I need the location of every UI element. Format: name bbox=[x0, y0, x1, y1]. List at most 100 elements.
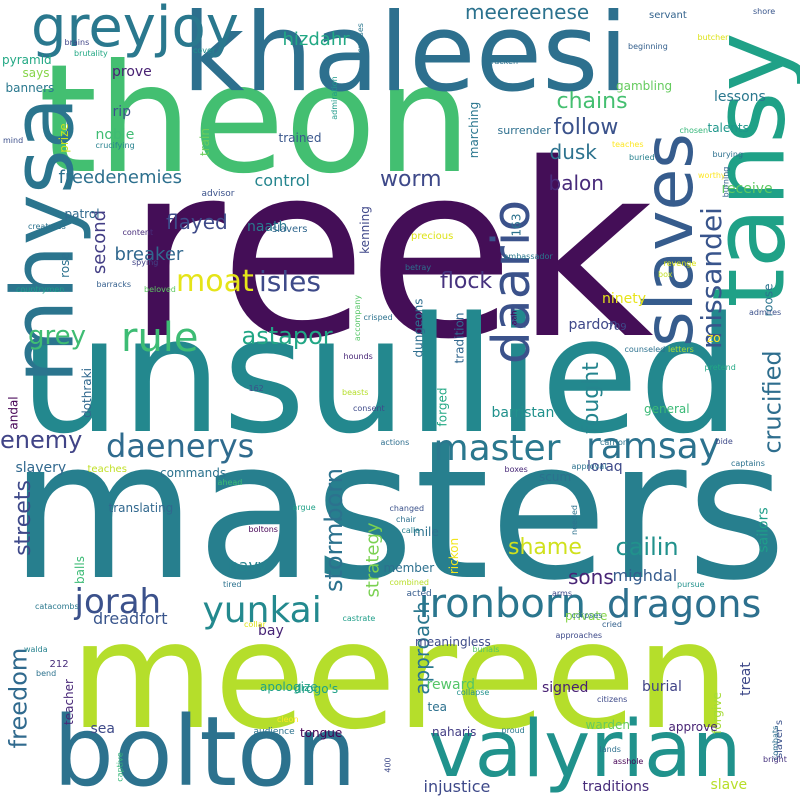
word: accompany bbox=[353, 294, 363, 342]
word: catacombs bbox=[35, 602, 79, 611]
word: balon bbox=[548, 171, 604, 195]
word: streets bbox=[10, 480, 36, 556]
word: rip bbox=[112, 104, 132, 120]
word: rule bbox=[121, 315, 199, 361]
word: burial bbox=[642, 679, 682, 695]
word: approve bbox=[668, 720, 718, 734]
word: dusk bbox=[549, 140, 597, 164]
word: chosen bbox=[679, 126, 709, 135]
word: 709 bbox=[607, 322, 627, 333]
word: barristan bbox=[491, 405, 555, 421]
word: barracks bbox=[96, 280, 132, 289]
word: talents bbox=[707, 121, 749, 135]
word: isles bbox=[259, 265, 321, 298]
word: cleon bbox=[277, 715, 299, 724]
word: countrymen bbox=[16, 285, 65, 294]
word: proud bbox=[501, 726, 525, 735]
word: dreadfort bbox=[93, 609, 168, 628]
word: flock bbox=[440, 269, 493, 294]
word: letters bbox=[668, 345, 694, 354]
word: teacher bbox=[61, 679, 76, 725]
word: sons bbox=[568, 565, 614, 589]
word: bracken bbox=[486, 57, 519, 66]
word: brains bbox=[64, 38, 90, 47]
word: betray bbox=[405, 263, 432, 272]
word: commands bbox=[160, 466, 227, 480]
word: unsullied bbox=[19, 282, 741, 469]
word: boxes bbox=[504, 465, 528, 474]
word: rickon bbox=[447, 537, 462, 575]
word: crucified bbox=[758, 350, 787, 454]
word: traditions bbox=[582, 779, 650, 795]
word: beginning bbox=[628, 42, 668, 51]
word: breaker bbox=[114, 244, 184, 265]
word: signed bbox=[542, 680, 589, 696]
word: brutality bbox=[74, 49, 108, 58]
word: admires bbox=[749, 308, 782, 317]
word: cailin bbox=[615, 533, 679, 561]
word: treat bbox=[737, 662, 754, 696]
word: calla bbox=[401, 526, 421, 535]
word: reek bbox=[126, 112, 654, 392]
word: captive bbox=[115, 752, 125, 782]
word: drogo's bbox=[294, 682, 339, 696]
word: kenning bbox=[357, 206, 372, 254]
word: mighdal bbox=[612, 566, 678, 585]
word: private bbox=[565, 609, 608, 623]
word: collar bbox=[244, 620, 266, 629]
word: asshole bbox=[613, 757, 644, 766]
word: acted bbox=[406, 588, 432, 599]
word: beloved bbox=[144, 285, 176, 294]
word: walda bbox=[24, 645, 48, 654]
word: daenerys bbox=[106, 427, 255, 465]
word: jorah bbox=[74, 582, 162, 622]
word: andal bbox=[6, 396, 21, 430]
word: tradition bbox=[451, 312, 466, 364]
word: revenge bbox=[663, 259, 697, 268]
word: creatures bbox=[28, 222, 66, 231]
word: master bbox=[433, 428, 561, 469]
word: mind bbox=[3, 136, 24, 145]
word: apologize bbox=[260, 680, 318, 694]
word: advisor bbox=[201, 188, 235, 199]
word: 400 bbox=[383, 757, 393, 773]
word: tired bbox=[223, 580, 242, 589]
word: collapse bbox=[456, 688, 490, 697]
word: consent bbox=[353, 404, 385, 413]
word: burying bbox=[712, 150, 744, 159]
word: ambassador bbox=[503, 252, 553, 261]
word: theon bbox=[38, 33, 472, 207]
word: reward bbox=[426, 677, 476, 693]
word: 212 bbox=[49, 659, 69, 670]
word: trained bbox=[278, 131, 322, 145]
word: burials bbox=[472, 645, 500, 654]
word: ironborn bbox=[418, 581, 586, 627]
word: fought bbox=[578, 362, 604, 434]
word: mile bbox=[413, 525, 439, 539]
word: ramsay bbox=[586, 426, 721, 467]
word: argue bbox=[292, 503, 316, 512]
word: moat bbox=[176, 264, 254, 299]
word: forged bbox=[434, 387, 449, 427]
word: yunkai bbox=[202, 590, 322, 631]
word: hizdahr bbox=[282, 29, 350, 50]
word: box bbox=[658, 270, 673, 279]
word: strategy bbox=[362, 522, 384, 598]
word: naath bbox=[247, 219, 288, 235]
word: meereenese bbox=[465, 0, 590, 24]
word: sea bbox=[90, 721, 116, 737]
word: precious bbox=[411, 231, 454, 242]
word: follow bbox=[553, 115, 619, 140]
word: cover bbox=[193, 46, 216, 55]
word: stormborn bbox=[320, 468, 348, 592]
word: pretend bbox=[704, 363, 736, 372]
word: navy bbox=[228, 556, 268, 575]
word: corpses bbox=[571, 611, 603, 620]
word: tongue bbox=[300, 726, 343, 740]
word: pyramid bbox=[2, 53, 52, 67]
word: captains bbox=[731, 459, 765, 468]
word: shore bbox=[753, 7, 776, 16]
word: bay bbox=[258, 623, 284, 639]
word: arms bbox=[552, 589, 573, 598]
